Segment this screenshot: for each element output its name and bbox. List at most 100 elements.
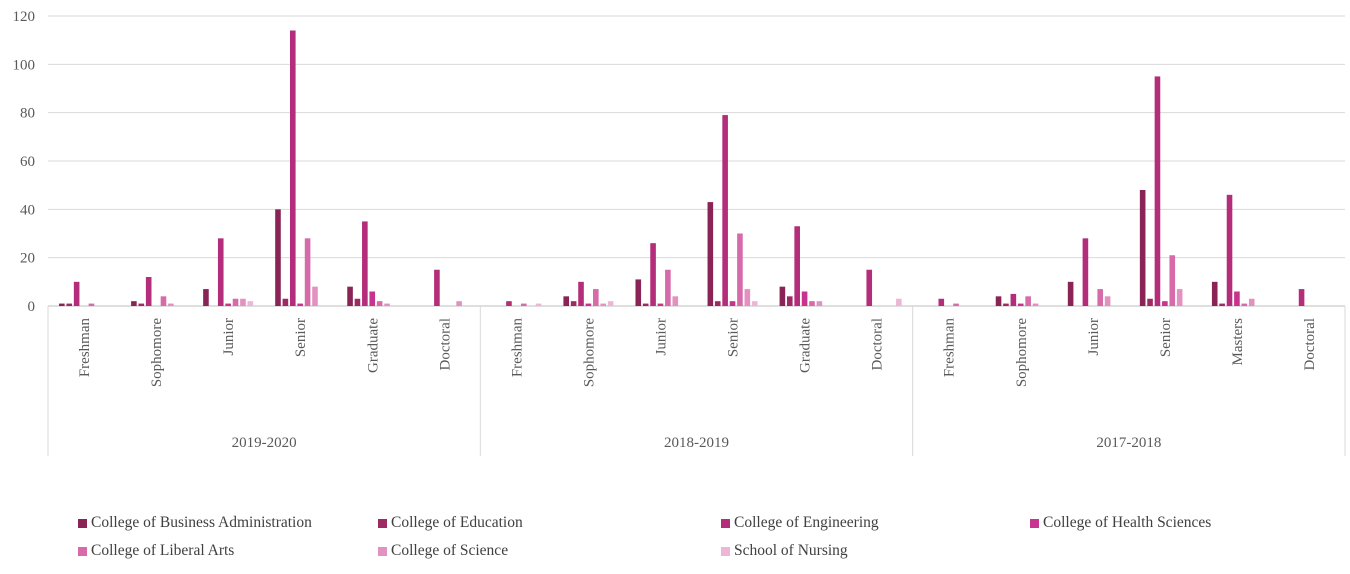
bar xyxy=(809,301,815,306)
bar xyxy=(722,115,728,306)
category-label: Graduate xyxy=(798,318,814,373)
bar xyxy=(59,303,65,306)
bar xyxy=(866,269,873,306)
category-axis: Freshman Sophomore Junior Senior Graduate Doc… xyxy=(47,306,1346,456)
bar xyxy=(376,301,383,306)
bar xyxy=(275,209,281,306)
category-label: Freshman xyxy=(509,318,525,378)
bar xyxy=(578,281,584,306)
bar xyxy=(362,221,368,306)
legend-label: College of Science xyxy=(391,542,509,559)
bar xyxy=(607,301,614,306)
bar xyxy=(737,233,743,306)
bar xyxy=(1082,238,1089,306)
bar xyxy=(1010,293,1017,306)
category-label: Senior xyxy=(293,318,309,357)
bar xyxy=(744,289,751,306)
bar xyxy=(1025,296,1031,306)
group-label: 2019-2020 xyxy=(232,435,297,451)
bar xyxy=(1241,303,1248,306)
bar xyxy=(665,269,671,306)
bar xyxy=(729,301,736,306)
bar xyxy=(751,301,758,306)
bar xyxy=(1003,303,1009,306)
bar xyxy=(642,303,649,306)
category-label: Sophomore xyxy=(1014,318,1030,388)
bar xyxy=(1226,194,1233,306)
legend-swatch xyxy=(378,546,387,556)
category-label: Junior xyxy=(221,318,237,356)
bar xyxy=(563,296,570,306)
bar xyxy=(1097,289,1104,306)
bar xyxy=(289,30,296,306)
bar xyxy=(434,269,440,306)
bar xyxy=(570,301,577,306)
category-label: Junior xyxy=(1086,318,1102,356)
y-axis-ticks: 0 20 40 60 80 100 120 xyxy=(13,9,36,315)
y-tick-label: 120 xyxy=(13,9,36,25)
legend-item: College of Education xyxy=(378,514,523,532)
category-label: Sophomore xyxy=(581,318,597,388)
bar xyxy=(1298,289,1305,306)
group-label: 2017-2018 xyxy=(1096,435,1161,451)
bar xyxy=(1032,303,1039,306)
bar xyxy=(217,238,224,306)
category-label: Doctoral xyxy=(870,318,886,370)
bar xyxy=(1154,76,1161,306)
legend-item: College of Science xyxy=(378,542,508,560)
category-label: Senior xyxy=(1158,318,1174,357)
bar xyxy=(232,298,239,306)
bar xyxy=(282,298,289,306)
legend-label: College of Health Sciences xyxy=(1043,514,1212,531)
legend-swatch xyxy=(721,518,730,528)
legend-label: College of Engineering xyxy=(734,514,879,531)
bar xyxy=(354,298,361,306)
bar xyxy=(247,301,254,306)
category-label: Masters xyxy=(1230,318,1246,366)
legend-item: College of Liberal Arts xyxy=(78,542,234,560)
y-tick-label: 60 xyxy=(20,154,35,170)
bar xyxy=(816,301,823,306)
bar xyxy=(896,298,902,306)
legend-label: College of Education xyxy=(391,514,523,531)
category-label: Graduate xyxy=(365,318,381,373)
bar xyxy=(535,303,542,306)
bar xyxy=(714,301,721,306)
category-label: Doctoral xyxy=(1302,318,1318,370)
legend-label: School of Nursing xyxy=(734,542,848,559)
bars xyxy=(59,30,1305,306)
legend-item: School of Nursing xyxy=(721,542,848,560)
bar xyxy=(240,298,246,306)
bar xyxy=(585,303,592,306)
bar xyxy=(1176,289,1183,306)
bar xyxy=(160,296,167,306)
category-label: Doctoral xyxy=(437,318,453,370)
bar xyxy=(1211,281,1218,306)
bar xyxy=(1169,255,1176,306)
y-tick-label: 80 xyxy=(20,106,35,122)
bar xyxy=(657,303,664,306)
bar xyxy=(73,281,80,306)
bar xyxy=(506,301,512,306)
bar xyxy=(66,303,73,306)
legend-item: College of Health Sciences xyxy=(1030,514,1211,532)
legend-swatch xyxy=(78,518,87,528)
bar xyxy=(369,291,376,306)
bar xyxy=(225,303,231,306)
bar xyxy=(801,291,808,306)
bar xyxy=(1248,298,1255,306)
bar xyxy=(131,301,137,306)
bar xyxy=(1162,301,1168,306)
bar xyxy=(347,286,353,306)
bar xyxy=(1067,281,1074,306)
legend-swatch xyxy=(78,546,87,556)
bar xyxy=(1219,303,1225,306)
legend-swatch xyxy=(721,546,730,556)
bar xyxy=(312,286,318,306)
bar xyxy=(593,289,599,306)
bar xyxy=(635,279,642,306)
bar-chart: 0 20 40 60 80 100 120 Freshman Sophomore Junior S… xyxy=(13,9,1346,456)
bar xyxy=(794,226,800,306)
bar xyxy=(1139,190,1146,306)
category-label: Freshman xyxy=(942,318,958,378)
